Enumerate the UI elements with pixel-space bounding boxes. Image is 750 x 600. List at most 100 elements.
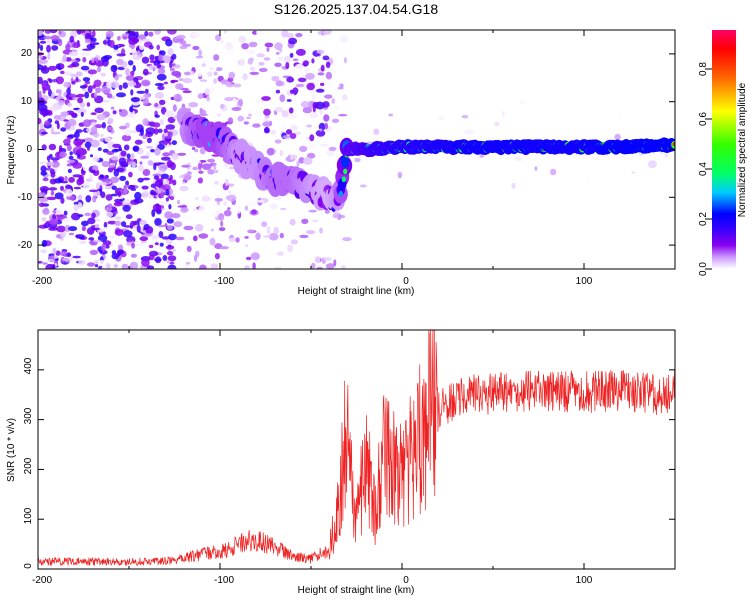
- spectrogram-noise-blob: [50, 190, 55, 196]
- spectrogram-noise-blob: [224, 97, 234, 102]
- spectrogram-noise-blob: [170, 79, 179, 83]
- spectrogram-noise-blob: [248, 41, 258, 48]
- spectrogram-noise-blob: [175, 83, 184, 90]
- spectrogram-noise-blob: [71, 80, 76, 85]
- spectrogram-noise-blob: [125, 180, 129, 186]
- spectrogram-noise-blob: [154, 55, 158, 62]
- spectrogram-noise-blob: [290, 154, 294, 161]
- spectrogram-noise-blob: [306, 124, 312, 128]
- spectrogram-noise-blob: [161, 184, 171, 191]
- spectrogram-noise-blob: [148, 31, 154, 37]
- spectrogram-noise-blob: [110, 134, 115, 138]
- spectrogram-noise-blob: [147, 160, 154, 166]
- spectrogram-noise-blob: [47, 78, 51, 82]
- spectrogram-noise-blob: [143, 68, 149, 76]
- spectrogram-noise-blob: [201, 163, 212, 170]
- figure-title: S126.2025.137.04.54.G18: [274, 1, 438, 17]
- spectrogram-noise-blob: [326, 149, 335, 157]
- spectrogram-noise-blob: [48, 106, 59, 112]
- spectrogram-noise-blob: [95, 99, 101, 102]
- spectrogram-noise-blob: [125, 214, 133, 220]
- spectrogram-noise-blob: [178, 77, 184, 82]
- spectrogram-noise-blob: [310, 262, 316, 269]
- spectrogram-noise-blob: [314, 39, 323, 45]
- spectrogram-noise-blob: [91, 57, 95, 63]
- spectrogram-noise-blob: [202, 58, 207, 64]
- spectrogram-noise-blob: [47, 52, 51, 60]
- spectrogram-noise-blob: [41, 144, 47, 151]
- spectrogram-noise-blob: [258, 67, 268, 73]
- spectrogram-noise-blob: [309, 134, 315, 142]
- spectrogram-noise-blob: [136, 90, 146, 94]
- spectrogram-noise-blob: [199, 147, 206, 155]
- spectrogram-noise-blob: [66, 87, 71, 94]
- spectrogram-noise-blob: [161, 156, 171, 161]
- spectrogram-noise-blob: [224, 178, 229, 187]
- spectrogram-noise-blob: [80, 111, 84, 117]
- spectrogram-noise-blob: [332, 213, 340, 219]
- spectrogram-noise-blob: [165, 39, 173, 47]
- spectrogram-noise-blob: [256, 200, 265, 203]
- spectrogram-noise-blob: [299, 145, 308, 153]
- spectrogram-noise-blob: [180, 214, 190, 219]
- spectrogram-noise-blob: [511, 182, 516, 189]
- spectrogram-noise-blob: [101, 122, 106, 129]
- spectrogram-noise-blob: [245, 256, 252, 261]
- bottom-y-axis-label: SNR (10 * v/v): [6, 418, 17, 482]
- spectrogram-noise-blob: [198, 206, 206, 213]
- spectrogram-noise-blob: [84, 81, 91, 85]
- spectrogram-noise-blob: [117, 35, 121, 41]
- spectrogram-noise-blob: [142, 118, 149, 126]
- spectrogram-noise-blob: [71, 112, 77, 117]
- spectrogram-noise-blob: [43, 35, 52, 40]
- snr-panel: -200 -100 0 100 0 100 200 300 400 Height…: [6, 329, 676, 596]
- spectrogram-noise-blob: [167, 264, 177, 269]
- spectrogram-noise-blob: [72, 42, 81, 49]
- spectrogram-noise-blob: [120, 150, 127, 157]
- spectrogram-noise-blob: [281, 125, 287, 130]
- spectrogram-noise-blob: [214, 253, 220, 260]
- spectrogram-noise-blob: [86, 262, 96, 267]
- top-y-axis-label: Frequency (Hz): [6, 116, 17, 185]
- spectrogram-noise-blob: [179, 40, 187, 45]
- spectrogram-noise-blob: [83, 84, 88, 88]
- spectrogram-noise-blob: [159, 119, 164, 126]
- spectrogram-noise-blob: [98, 181, 108, 186]
- spectrogram-noise-blob: [154, 180, 163, 187]
- spectrogram-noise-blob: [57, 38, 63, 47]
- spectrogram-noise-blob: [59, 151, 67, 158]
- spectrogram-noise-blob: [67, 118, 77, 126]
- spectrogram-noise-blob: [164, 131, 168, 137]
- spectrogram-noise-blob: [137, 156, 142, 162]
- spectrogram-noise-blob: [84, 212, 92, 217]
- spectrogram-noise-blob: [240, 58, 245, 66]
- spectrogram-noise-blob: [55, 207, 63, 215]
- spectrogram-noise-blob: [78, 241, 87, 244]
- spectrogram-noise-blob: [263, 108, 271, 116]
- spectrogram-noise-blob: [170, 213, 181, 219]
- spectrogram-noise-blob: [275, 89, 281, 94]
- spectrogram-noise-blob: [51, 45, 59, 51]
- spectrogram-noise-blob: [146, 265, 155, 269]
- spectrogram-noise-blob: [285, 129, 293, 135]
- spectrogram-noise-blob: [308, 209, 318, 213]
- bottom-x-tick-label: -200: [32, 575, 52, 586]
- spectrogram-noise-blob: [122, 35, 128, 40]
- spectrogram-noise-blob: [141, 258, 150, 267]
- spectrogram-noise-blob: [113, 201, 123, 207]
- spectrogram-noise-blob: [57, 94, 62, 99]
- spectrogram-noise-blob: [76, 148, 87, 155]
- spectrogram-noise-blob: [110, 176, 120, 183]
- spectrogram-noise-blob: [244, 205, 249, 211]
- spectrogram-noise-blob: [302, 157, 313, 165]
- spectrogram-noise-blob: [166, 251, 174, 256]
- spectrogram-noise-blob: [166, 218, 174, 224]
- spectrogram-noise-blob: [38, 76, 43, 85]
- spectrogram-noise-blob: [437, 115, 445, 121]
- spectrogram-noise-blob: [97, 260, 106, 266]
- spectrogram-noise-blob: [154, 256, 162, 264]
- spectrogram-noise-blob: [123, 144, 130, 151]
- spectrogram-noise-blob: [86, 127, 91, 132]
- spectrogram-noise-blob: [40, 67, 47, 71]
- spectrogram-noise-blob: [222, 162, 231, 171]
